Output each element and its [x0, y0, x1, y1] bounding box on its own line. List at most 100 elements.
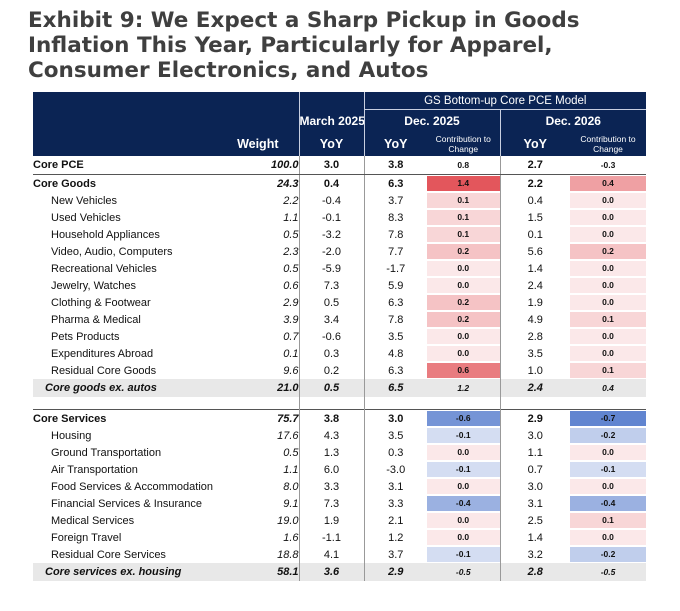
contribution-dec25-value: 0.0 [427, 278, 500, 293]
row-label: Video, Audio, Computers [51, 245, 173, 258]
yoy-mar25-value: 0.5 [298, 379, 364, 397]
weight-value: 24.3 [229, 174, 299, 192]
yoy-mar25-value: 0.5 [298, 294, 364, 311]
weight-value: 0.5 [283, 262, 299, 275]
weight-value: 0.5 [283, 228, 299, 241]
contribution-dec26-value: 0.0 [570, 530, 647, 545]
yoy-dec25-value: 7.8 [363, 311, 427, 328]
contribution-dec25-value: 0.0 [427, 530, 500, 545]
yoy-mar25-value: 3.0 [298, 156, 364, 175]
yoy-mar25-value: 1.9 [298, 512, 364, 529]
table-row: Residual Core Goods 9.6 0.2 6.3 0.6 1.0 0.1 [33, 362, 647, 379]
contribution-dec26-value: 0.0 [570, 445, 647, 460]
row-label: Air Transportation [51, 463, 138, 476]
contribution-dec26-value: -0.2 [570, 428, 647, 443]
contribution-dec26-value: -0.3 [600, 159, 616, 170]
col-yoy-mar25: YoY [298, 132, 364, 156]
yoy-dec25-value: 3.7 [363, 546, 427, 563]
row-label: Expenditures Abroad [51, 347, 154, 360]
table-row: Pharma & Medical 3.9 3.4 7.8 0.2 4.9 0.1 [33, 311, 647, 328]
row-label: New Vehicles [51, 194, 118, 207]
yoy-dec26-value: 0.1 [499, 226, 570, 243]
table-row: Jewelry, Watches 0.6 7.3 5.9 0.0 2.4 0.0 [33, 277, 647, 294]
contribution-dec25-value: 0.1 [427, 210, 500, 225]
yoy-mar25-value: -1.1 [298, 529, 364, 546]
yoy-dec26-value: 1.0 [499, 362, 570, 379]
contribution-dec25-value: 0.0 [427, 329, 500, 344]
contribution-dec26-value: 0.0 [570, 278, 647, 293]
contribution-dec26-value: 0.0 [570, 210, 647, 225]
yoy-dec26-value: 3.0 [499, 427, 570, 444]
yoy-mar25-value: -0.6 [298, 328, 364, 345]
yoy-dec25-value: 3.0 [363, 409, 427, 427]
yoy-mar25-value: 3.6 [298, 563, 364, 581]
row-label: Used Vehicles [51, 211, 121, 224]
row-label: Recreational Vehicles [51, 262, 157, 275]
yoy-dec26-value: 1.9 [499, 294, 570, 311]
row-label: Clothing & Footwear [51, 296, 151, 309]
contribution-dec25-value: 1.2 [457, 382, 470, 393]
row-label: Foreign Travel [51, 531, 122, 544]
yoy-dec26-value: 1.4 [499, 260, 570, 277]
yoy-mar25-value: 0.2 [298, 362, 364, 379]
contribution-dec25-value: 0.0 [427, 479, 500, 494]
contribution-dec26-value: -0.5 [600, 566, 616, 577]
weight-value: 8.0 [283, 480, 299, 493]
weight-value: 19.0 [277, 514, 299, 527]
table-row: Housing 17.6 4.3 3.5 -0.1 3.0 -0.2 [33, 427, 647, 444]
row-label: Food Services & Accommodation [51, 480, 214, 493]
yoy-dec26-value: 0.7 [499, 461, 570, 478]
contribution-dec25-value: -0.5 [455, 566, 471, 577]
weight-value: 18.8 [277, 548, 299, 561]
contribution-dec25-value: -0.1 [427, 547, 500, 562]
period-dec-2026: Dec. 2026 [499, 109, 647, 132]
contribution-dec25-value: 0.2 [427, 244, 500, 259]
yoy-dec25-value: 3.7 [363, 192, 427, 209]
yoy-dec26-value: 4.9 [499, 311, 570, 328]
yoy-mar25-value: 7.3 [298, 495, 364, 512]
weight-value: 2.9 [283, 296, 299, 309]
yoy-dec26-value: 2.4 [499, 379, 570, 397]
yoy-dec26-value: 1.1 [499, 444, 570, 461]
col-contribution-dec25: Contribution to Change [427, 132, 500, 156]
section-gap [33, 397, 646, 410]
yoy-dec25-value: -1.7 [363, 260, 427, 277]
yoy-mar25-value: -0.1 [298, 209, 364, 226]
weight-value: 17.6 [277, 429, 299, 442]
yoy-mar25-value: 4.3 [298, 427, 364, 444]
contribution-dec26-value: 0.0 [570, 346, 647, 361]
yoy-mar25-value: 4.1 [298, 546, 364, 563]
yoy-dec26-value: 3.5 [499, 345, 570, 362]
table-row: Ground Transportation 0.5 1.3 0.3 0.0 1.1 0.0 [33, 444, 647, 461]
yoy-dec25-value: 7.8 [363, 226, 427, 243]
col-contribution-dec26: Contribution to Change [570, 132, 647, 156]
contribution-dec25-value: 0.0 [427, 445, 500, 460]
yoy-mar25-value: -5.9 [298, 260, 364, 277]
yoy-dec25-value: 2.1 [363, 512, 427, 529]
core-pce-row: Core PCE 100.0 3.0 3.8 0.8 2.7 -0.3 [33, 156, 647, 175]
row-label: Pharma & Medical [51, 313, 141, 326]
yoy-dec25-value: 6.5 [363, 379, 427, 397]
table-row: Foreign Travel 1.6 -1.1 1.2 0.0 1.4 0.0 [33, 529, 647, 546]
table-row: New Vehicles 2.2 -0.4 3.7 0.1 0.4 0.0 [33, 192, 647, 209]
yoy-dec26-value: 3.2 [499, 546, 570, 563]
yoy-dec25-value: 3.1 [363, 478, 427, 495]
yoy-dec25-value: -3.0 [363, 461, 427, 478]
yoy-dec25-value: 2.9 [363, 563, 427, 581]
table-row: Core Services 75.7 3.8 3.0 -0.6 2.9 -0.7 [33, 409, 647, 427]
weight-value: 2.3 [283, 245, 299, 258]
col-yoy-dec26: YoY [499, 132, 570, 156]
col-yoy-dec25: YoY [363, 132, 427, 156]
table-row: Air Transportation 1.1 6.0 -3.0 -0.1 0.7 -0.1 [33, 461, 647, 478]
yoy-mar25-value: 1.3 [298, 444, 364, 461]
period-dec-2025: Dec. 2025 [363, 109, 500, 132]
yoy-dec25-value: 3.5 [363, 427, 427, 444]
contribution-dec26-value: 0.4 [570, 176, 647, 191]
weight-value: 1.1 [283, 463, 299, 476]
weight-value: 0.1 [283, 347, 299, 360]
table-row: Expenditures Abroad 0.1 0.3 4.8 0.0 3.5 0.0 [33, 345, 647, 362]
contribution-dec25-value: 0.2 [427, 312, 500, 327]
contribution-dec25-value: -0.1 [427, 462, 500, 477]
weight-value: 75.7 [229, 409, 299, 427]
contribution-dec26-value: -0.7 [570, 411, 647, 426]
